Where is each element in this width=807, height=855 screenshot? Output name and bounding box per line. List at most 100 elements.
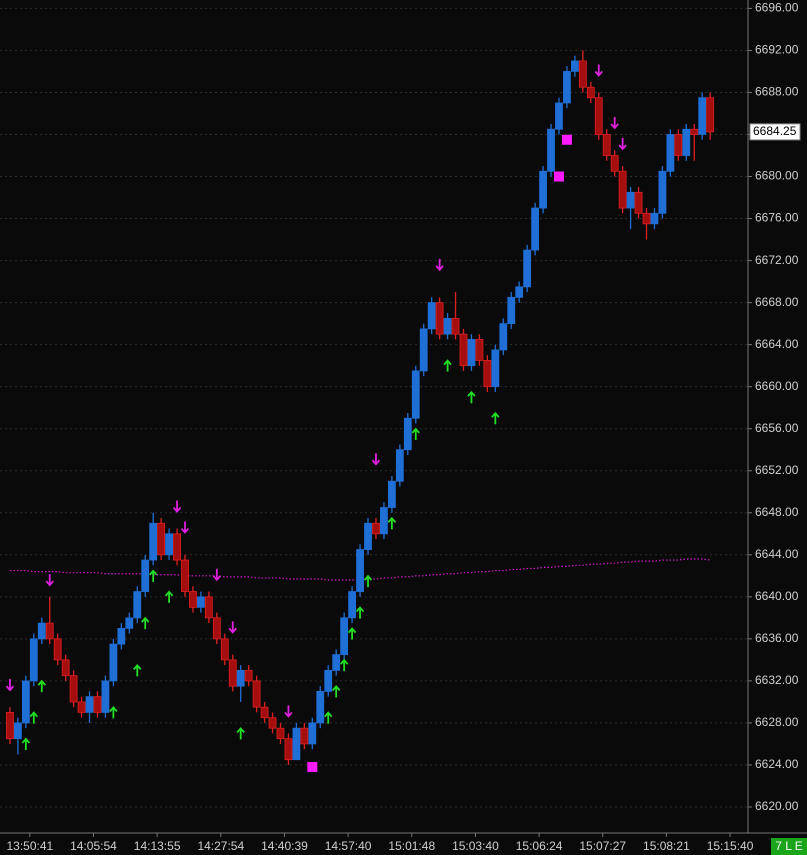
candle-body <box>563 71 571 104</box>
candle-body <box>364 522 372 550</box>
last-price-label: 6684.25 <box>753 124 797 138</box>
candle-body <box>276 727 285 740</box>
up-arrow <box>355 606 365 619</box>
signal-square <box>553 171 564 182</box>
candle-body <box>133 591 142 619</box>
last-price-box <box>749 123 801 141</box>
up-arrow <box>324 711 333 724</box>
candle-body <box>570 60 579 72</box>
y-tick-label: 6648.00 <box>755 505 799 519</box>
candle-body <box>443 317 452 335</box>
up-arrow <box>37 679 46 693</box>
candle-body <box>101 680 110 713</box>
candle-body <box>220 638 229 661</box>
y-tick-label: 6660.00 <box>755 379 799 393</box>
candle-body <box>141 559 150 592</box>
candle-body <box>14 722 22 740</box>
candle-body <box>555 102 563 130</box>
candle-body <box>93 696 102 713</box>
candle-body <box>690 128 699 135</box>
down-arrow <box>228 621 237 634</box>
down-arrow <box>435 258 444 272</box>
candle-body <box>642 212 651 225</box>
x-tick-label: 14:57:40 <box>325 839 372 853</box>
y-tick-label: 6672.00 <box>755 253 799 267</box>
candle-body <box>117 627 126 645</box>
y-tick-label: 6632.00 <box>755 673 799 687</box>
candle-body <box>507 296 516 325</box>
up-arrow <box>29 711 38 724</box>
y-tick-label: 6696.00 <box>755 1 799 15</box>
y-tick-label: 6664.00 <box>755 337 799 351</box>
candle-body <box>212 617 221 640</box>
candle-body <box>340 617 349 656</box>
candle-body <box>37 622 46 640</box>
y-tick-label: 6652.00 <box>755 463 799 477</box>
y-tick-label: 6636.00 <box>755 631 799 645</box>
up-arrow <box>387 516 397 530</box>
candle-body <box>69 675 78 703</box>
candle-body <box>109 643 118 682</box>
candle-body <box>523 249 532 288</box>
candle-body <box>395 449 404 482</box>
y-tick-label: 6680.00 <box>755 169 799 183</box>
up-arrow <box>21 737 31 750</box>
candle-body <box>650 212 659 225</box>
y-tick-label: 6640.00 <box>755 589 799 603</box>
candle-body <box>244 669 253 682</box>
candle-body <box>300 727 309 745</box>
up-arrow <box>133 664 142 677</box>
candle-body <box>53 638 62 661</box>
up-arrow <box>148 569 158 582</box>
candle-body <box>284 738 293 761</box>
candle-body <box>610 155 619 172</box>
candle-body <box>236 669 245 687</box>
status-badge <box>771 838 807 855</box>
candle-body <box>85 696 94 713</box>
candle-body <box>380 507 388 535</box>
up-arrow <box>491 411 500 425</box>
candle-body <box>252 680 261 708</box>
x-tick-label: 13:50:41 <box>6 839 53 853</box>
up-arrow <box>109 706 118 719</box>
up-arrow <box>411 427 420 440</box>
candle-body <box>547 128 555 172</box>
up-arrow <box>236 727 245 740</box>
candle-body <box>602 134 611 156</box>
candle-body <box>618 170 627 209</box>
candle-body <box>427 302 436 330</box>
x-tick-label: 15:08:21 <box>643 839 690 853</box>
candle-body <box>674 134 683 156</box>
candle-body <box>125 617 134 629</box>
y-tick-label: 6644.00 <box>755 547 799 561</box>
y-tick-label: 6692.00 <box>755 43 799 57</box>
candle-body <box>594 97 603 135</box>
down-arrow <box>172 500 182 513</box>
candle-body <box>666 134 675 172</box>
down-arrow <box>618 138 627 151</box>
candle-body <box>682 128 691 156</box>
candle-body <box>6 712 14 740</box>
down-arrow <box>180 521 190 534</box>
y-tick-label: 6688.00 <box>755 85 799 99</box>
x-tick-label: 14:13:55 <box>134 839 181 853</box>
down-arrow <box>45 574 54 587</box>
y-tick-label: 6624.00 <box>755 757 799 771</box>
candle-body <box>483 360 492 388</box>
candle-body <box>29 638 38 682</box>
up-arrow <box>443 359 452 372</box>
candle-body <box>634 191 643 214</box>
candle-body <box>165 533 173 556</box>
up-arrow <box>467 390 476 404</box>
candle-body <box>348 591 356 619</box>
up-arrow <box>339 658 349 672</box>
x-tick-label: 15:01:48 <box>388 839 435 853</box>
candle-body <box>189 591 197 608</box>
candle-body <box>435 302 444 335</box>
candle-body <box>387 480 396 508</box>
candle-body <box>204 596 213 619</box>
x-tick-label: 14:27:54 <box>197 839 244 853</box>
candle-body <box>499 323 508 351</box>
